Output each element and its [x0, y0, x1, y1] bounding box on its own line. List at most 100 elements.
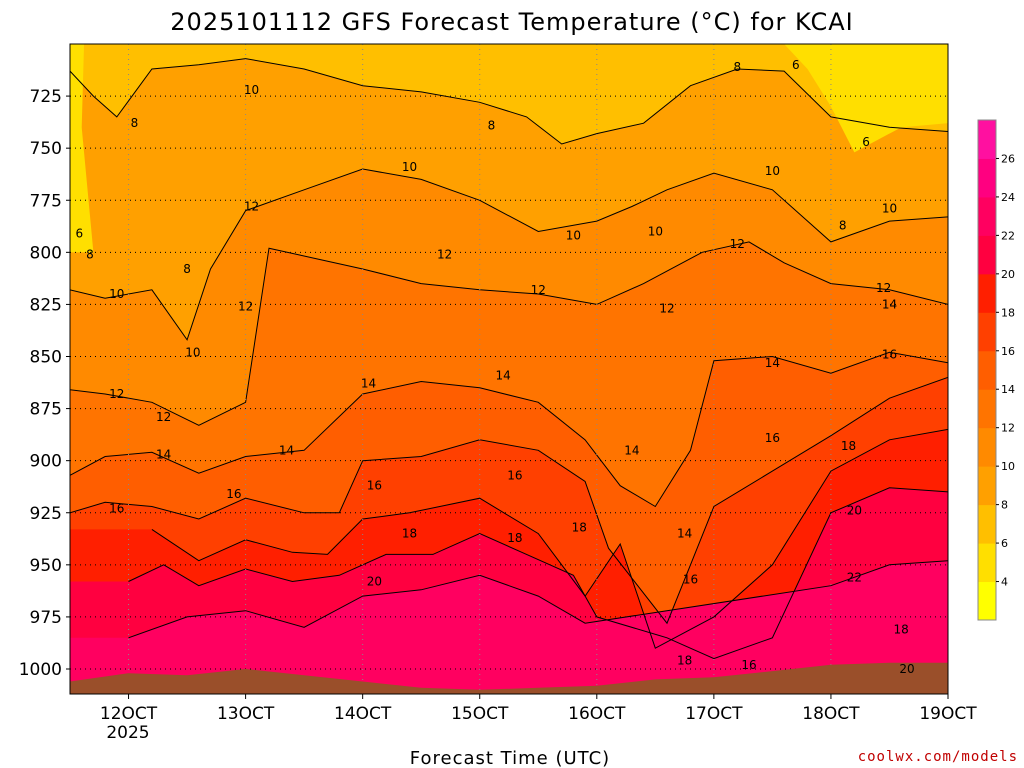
gridlines — [70, 44, 948, 694]
contour-label: 16 — [507, 468, 522, 482]
contour-label: 16 — [226, 487, 241, 501]
contour-label: 16 — [882, 347, 897, 361]
contour-label: 14 — [156, 447, 171, 461]
contour-label: 6 — [76, 227, 84, 241]
colorbar-label: 24 — [1001, 191, 1015, 204]
y-tick-label: 875 — [30, 400, 62, 420]
colorbar-segment — [978, 196, 996, 236]
contour-label: 10 — [244, 83, 259, 97]
y-tick-label: 975 — [30, 608, 62, 628]
x-axis-year: 2025 — [106, 723, 149, 743]
colorbar-label: 14 — [1001, 383, 1015, 396]
contour-label: 10 — [566, 229, 581, 243]
contour-line-18 — [151, 428, 948, 649]
contour-label: 8 — [488, 118, 496, 132]
contour-label: 16 — [683, 572, 698, 586]
y-tick-label: 850 — [30, 348, 62, 368]
contour-label: 8 — [131, 116, 139, 130]
chart-title: 2025101112 GFS Forecast Temperature (°C)… — [170, 8, 853, 36]
x-tick-label: 17OCT — [685, 704, 743, 724]
contour-line-8 — [70, 58, 948, 145]
x-tick-label: 16OCT — [568, 704, 626, 724]
contour-label: 14 — [279, 443, 294, 457]
contour-label: 12 — [109, 387, 124, 401]
y-tick-label: 725 — [30, 87, 62, 107]
contour-band-22 — [70, 560, 948, 694]
contour-label: 18 — [894, 622, 909, 636]
colorbar-segment — [978, 427, 996, 467]
contour-label: 18 — [677, 654, 692, 668]
colorbar-segment — [978, 120, 996, 159]
colorbar-segment — [978, 350, 996, 390]
contour-label: 10 — [882, 202, 897, 216]
contour-label: 12 — [531, 283, 546, 297]
contour-label: 12 — [437, 247, 452, 261]
x-tick-label: 12OCT — [100, 704, 158, 724]
x-tick-label: 13OCT — [217, 704, 275, 724]
y-tick-label: 900 — [30, 452, 62, 472]
contour-label: 8 — [183, 262, 191, 276]
contour-label: 12 — [659, 302, 674, 316]
contour-label: 12 — [238, 300, 253, 314]
contour-label: 18 — [402, 527, 417, 541]
colorbar-label: 10 — [1001, 460, 1015, 473]
contour-label: 10 — [109, 287, 124, 301]
contour-label: 10 — [185, 345, 200, 359]
colorbar-label: 22 — [1001, 229, 1015, 242]
colorbar-label: 12 — [1001, 422, 1015, 435]
contour-label: 14 — [882, 297, 897, 311]
contour-label: 16 — [765, 431, 780, 445]
contour-label: 12 — [244, 200, 259, 214]
contour-label: 6 — [792, 58, 800, 72]
colorbar-label: 16 — [1001, 345, 1015, 358]
colorbar-label: 4 — [1001, 576, 1008, 589]
contour-label: 20 — [899, 662, 914, 676]
colorbar-segment — [978, 158, 996, 198]
contour-label: 12 — [730, 237, 745, 251]
y-tick-label: 925 — [30, 504, 62, 524]
y-tick-label: 775 — [30, 191, 62, 211]
x-tick-label: 15OCT — [451, 704, 509, 724]
colorbar: 4 6 8 10 12 14 16 18 20 22 24 26 — [977, 119, 1015, 621]
terrain-mask — [70, 662, 948, 694]
contour-label: 10 — [402, 160, 417, 174]
contour-label: 20 — [847, 504, 862, 518]
contour-label: 10 — [648, 225, 663, 239]
colorbar-segment — [978, 504, 996, 544]
colorbar-label: 26 — [1001, 152, 1015, 165]
contour-label: 12 — [156, 410, 171, 424]
contour-line-14 — [70, 351, 948, 508]
contour-label: 16 — [367, 479, 382, 493]
contour-band-6-east — [784, 44, 948, 153]
contour-line-22 — [128, 560, 948, 639]
contour-label: 14 — [677, 527, 692, 541]
contour-label: 14 — [361, 377, 376, 391]
contour-label: 20 — [367, 575, 382, 589]
y-tick-label: 800 — [30, 243, 62, 263]
contour-line-20 — [128, 487, 948, 660]
contour-label: 16 — [109, 502, 124, 516]
x-tick-label: 19OCT — [919, 704, 977, 724]
x-axis-label: Forecast Time (UTC) — [410, 748, 610, 768]
colorbar-segment — [978, 466, 996, 506]
contour-label: 18 — [507, 531, 522, 545]
contour-fill-bands — [70, 44, 948, 694]
y-tick-label: 825 — [30, 295, 62, 315]
contour-label: 14 — [624, 443, 639, 457]
colorbar-segment — [978, 273, 996, 313]
colorbar-segment — [978, 389, 996, 429]
contour-label: 8 — [86, 247, 94, 261]
y-tick-label: 950 — [30, 556, 62, 576]
contour-label: 8 — [733, 60, 741, 74]
x-axis: 12OCT 13OCT 14OCT 15OCT 16OCT 17OCT 18OCT 19OCT — [100, 694, 977, 724]
colorbar-frame — [977, 119, 997, 621]
contour-label: 14 — [765, 356, 780, 370]
credit-text[interactable]: coolwx.com/models — [858, 749, 1018, 765]
colorbar-segment — [978, 543, 996, 583]
colorbar-label: 18 — [1001, 306, 1015, 319]
contour-label: 6 — [862, 135, 870, 149]
plot-frame — [69, 43, 949, 695]
